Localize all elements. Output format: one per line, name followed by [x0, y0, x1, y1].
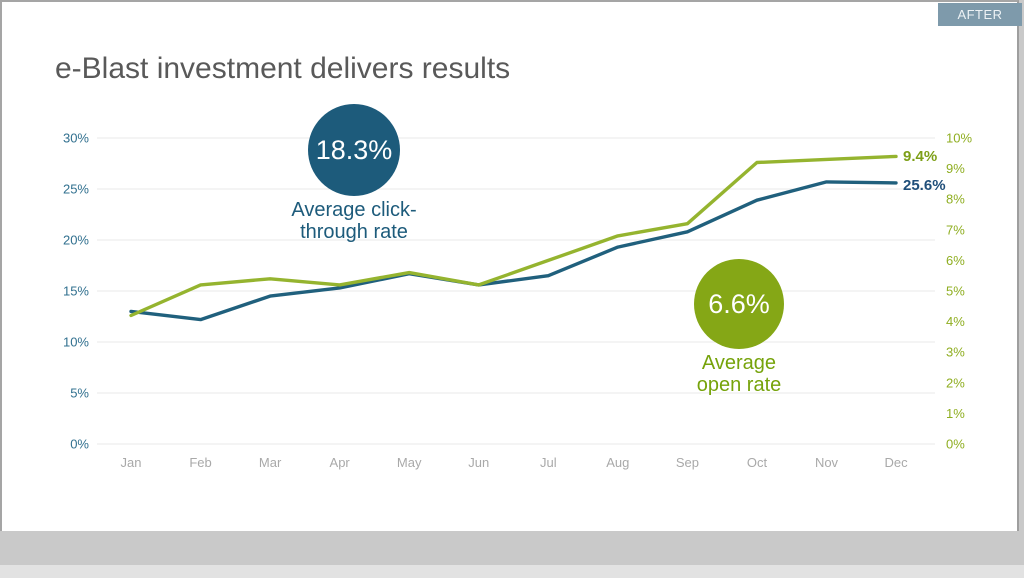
click-through-line [129, 180, 898, 322]
left-axis-tick: 10% [63, 335, 89, 350]
open-rate-caption-line1: Average [701, 352, 777, 374]
x-axis-tick: Jan [121, 455, 142, 470]
right-axis-tick: 10% [946, 131, 972, 146]
left-axis-tick: 30% [63, 131, 89, 146]
click-through-callout-circle: 18.3% [308, 104, 400, 196]
left-axis-tick: 20% [63, 233, 89, 248]
bottom-strip [0, 565, 1024, 578]
x-axis-tick: Mar [259, 455, 282, 470]
x-axis-tick: Jun [468, 455, 489, 470]
left-axis-tick: 5% [70, 386, 89, 401]
right-axis-tick: 7% [946, 222, 965, 237]
right-axis-tick: 4% [946, 314, 965, 329]
slide-title: e-Blast investment delivers results [55, 52, 511, 85]
click-through-caption-line2: through rate [300, 221, 408, 243]
right-axis-tick: 5% [946, 284, 965, 299]
right-axis-tick: 9% [946, 161, 965, 176]
right-axis-tick: 3% [946, 345, 965, 360]
x-axis-tick: Sep [676, 455, 699, 470]
right-axis-tick: 8% [946, 192, 965, 207]
right-axis-tick: 0% [946, 437, 965, 452]
x-axis-tick: May [397, 455, 422, 470]
x-axis-tick: Jul [540, 455, 557, 470]
left-axis-tick: 0% [70, 437, 89, 452]
x-axis-tick: Dec [884, 455, 908, 470]
open-rate-callout-circle: 6.6% [694, 259, 784, 349]
x-axis-tick: Apr [330, 455, 351, 470]
right-axis-tick: 1% [946, 406, 965, 421]
left-axis-tick: 25% [63, 182, 89, 197]
right-axis-tick: 2% [946, 375, 965, 390]
click-through-caption-line1: Average click- [291, 199, 417, 221]
open-rate-end-label: 9.4% [903, 148, 938, 165]
slide-canvas: 0% 5% 10% 15% 20% 25% 30% 0% 1% 2% 3% 4% 5% 6% 7% 8% 9% 1… [0, 0, 1019, 531]
left-axis-tick: 15% [63, 284, 89, 299]
open-rate-caption-line2: open rate [696, 374, 782, 396]
click-through-average-value: 18.3% [315, 134, 393, 165]
open-rate-average-value: 6.6% [708, 288, 770, 319]
x-axis-tick: Feb [189, 455, 211, 470]
after-tab[interactable]: AFTER [938, 3, 1022, 26]
line-chart: 0% 5% 10% 15% 20% 25% 30% 0% 1% 2% 3% 4% 5% 6% 7% 8% 9% 1… [63, 131, 972, 471]
x-axis-tick: Oct [747, 455, 768, 470]
open-rate-line [129, 154, 898, 318]
x-axis-tick: Aug [606, 455, 629, 470]
open-rate-caption: Average open rate [659, 352, 819, 396]
click-through-end-label: 25.6% [903, 177, 946, 194]
right-axis-tick: 6% [946, 253, 965, 268]
x-axis-tick: Nov [815, 455, 839, 470]
click-through-caption: Average click- through rate [254, 199, 454, 243]
